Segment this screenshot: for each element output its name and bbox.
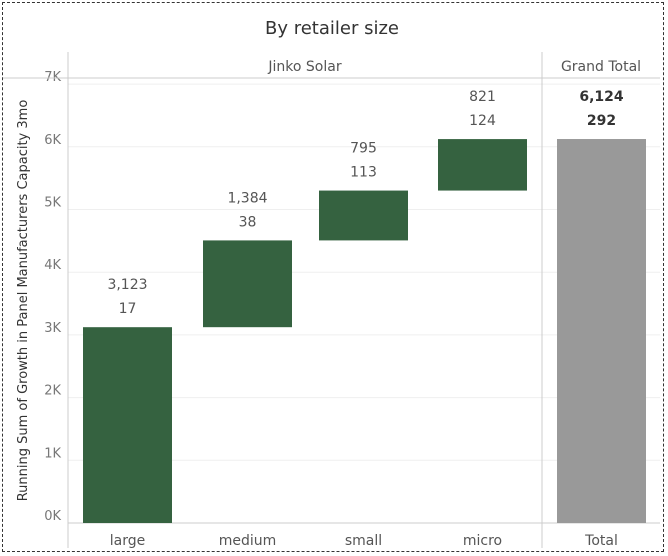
y-tick-label: 2K: [44, 384, 61, 399]
bar-micro: [438, 139, 527, 191]
bar-large: [83, 327, 172, 523]
bar-total: [557, 139, 646, 523]
data-label-value: 1,384: [227, 190, 267, 206]
data-label-value: 6,124: [579, 89, 624, 105]
x-tick-label: micro: [463, 533, 502, 549]
x-tick-label: large: [110, 533, 145, 549]
bar-small: [319, 190, 408, 241]
y-tick-label: 1K: [44, 446, 61, 461]
x-tick-label: Total: [584, 533, 618, 549]
pane-header: Grand Total: [561, 59, 641, 75]
y-tick-label: 4K: [44, 258, 61, 273]
y-tick-label: 0K: [44, 509, 61, 524]
chart-title: By retailer size: [265, 18, 399, 39]
x-tick-label: medium: [219, 533, 277, 549]
y-axis-label: Running Sum of Growth in Panel Manufactu…: [16, 100, 31, 502]
data-label-count: 113: [350, 165, 377, 181]
pane-header: Jinko Solar: [267, 59, 341, 75]
x-tick-label: small: [345, 533, 382, 549]
bar-medium: [203, 240, 292, 328]
data-label-value: 3,123: [107, 277, 147, 293]
data-label-value: 821: [469, 89, 496, 105]
data-label-count: 17: [119, 301, 137, 317]
data-label-count: 38: [239, 214, 257, 230]
data-label-count: 124: [469, 113, 496, 129]
y-tick-label: 5K: [44, 196, 61, 211]
data-label-value: 795: [350, 141, 377, 157]
data-label-count: 292: [587, 113, 616, 129]
y-tick-label: 6K: [44, 133, 61, 148]
y-tick-label: 3K: [44, 321, 61, 336]
